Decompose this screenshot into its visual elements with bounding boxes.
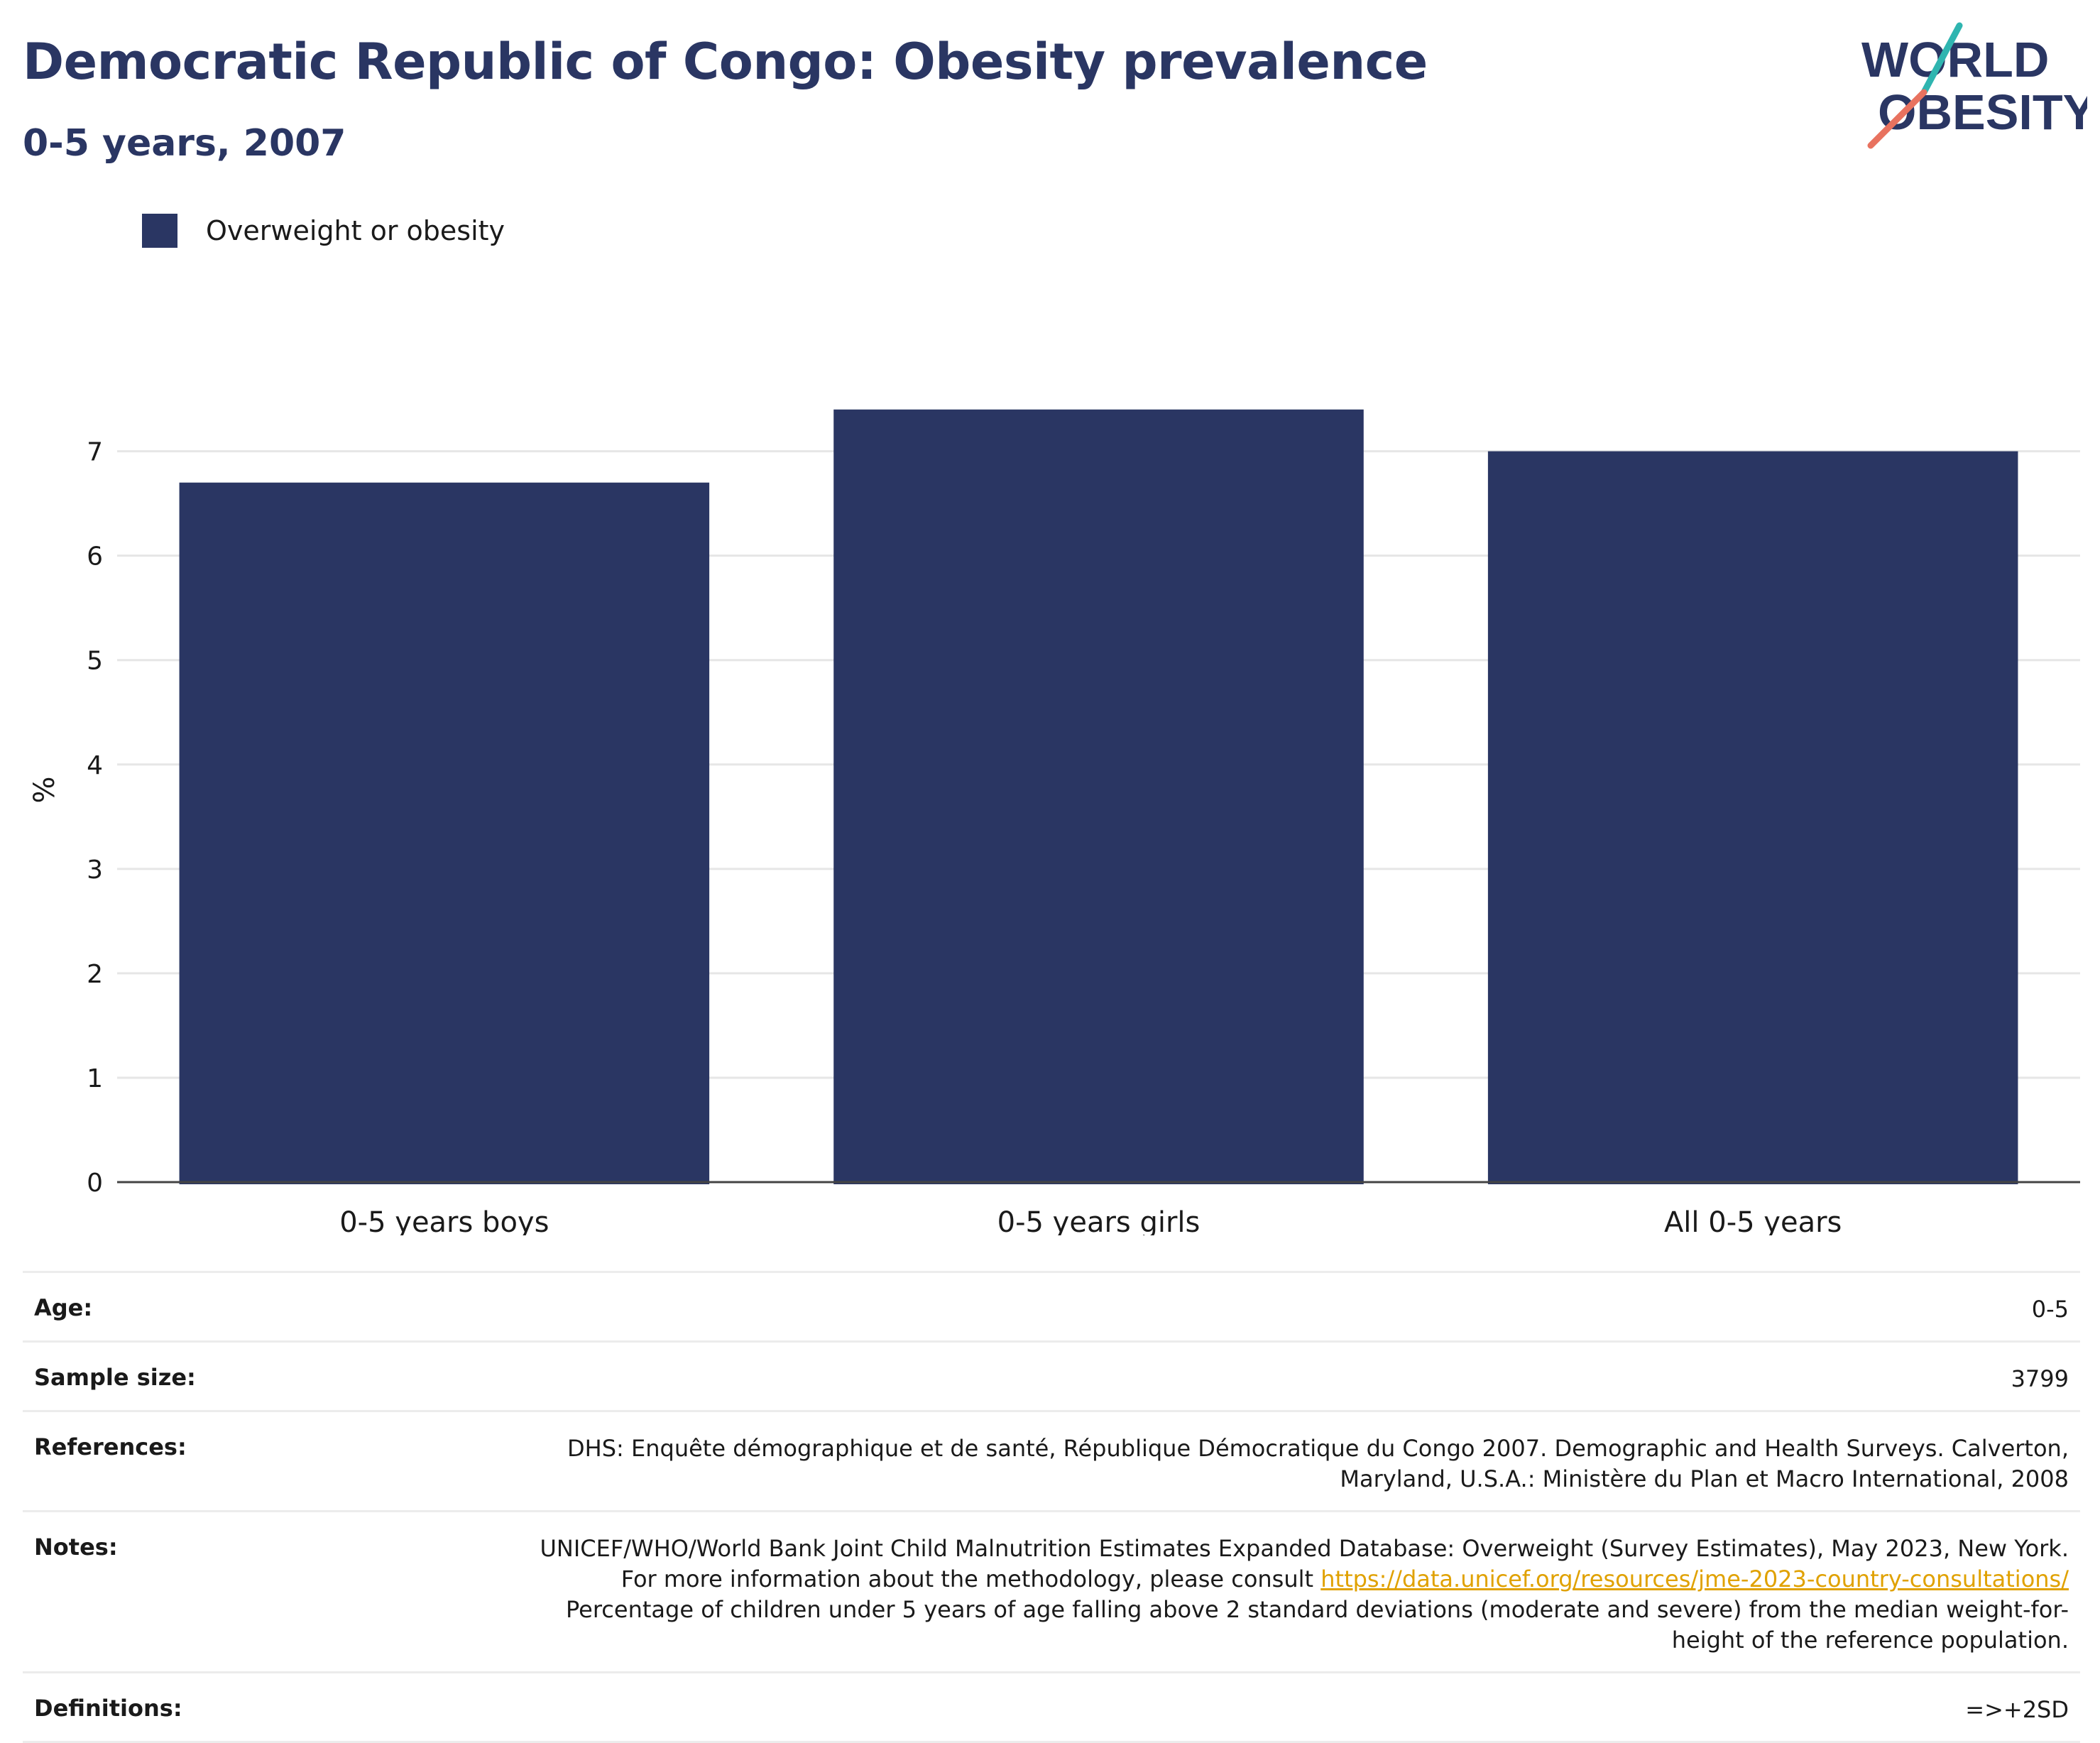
notes-text-before-link: UNICEF/WHO/World Bank Joint Child Malnut… xyxy=(540,1535,2069,1592)
y-tick-label: 6 xyxy=(87,542,103,572)
bar xyxy=(833,409,1364,1185)
legend-swatch xyxy=(142,214,177,248)
info-value-references: DHS: Enquête démographique et de santé, … xyxy=(567,1435,2069,1492)
x-tick-label: 0-5 years girls xyxy=(997,1206,1201,1235)
bar xyxy=(1487,451,2018,1184)
notes-text-after-link: Percentage of children under 5 years of … xyxy=(566,1596,2069,1654)
y-tick-label: 2 xyxy=(87,960,103,989)
chart-title: Democratic Republic of Congo: Obesity pr… xyxy=(23,33,1428,91)
bar xyxy=(179,482,710,1184)
notes-link[interactable]: https://data.unicef.org/resources/jme-20… xyxy=(1320,1566,2069,1592)
info-key-age: Age: xyxy=(34,1294,93,1321)
info-value-notes: UNICEF/WHO/World Bank Joint Child Malnut… xyxy=(507,1534,2069,1656)
legend: Overweight or obesity xyxy=(142,213,505,248)
x-tick-label: 0-5 years boys xyxy=(339,1206,549,1235)
logo-word-obesity: OBESITY xyxy=(1878,84,2087,140)
world-obesity-logo: WORLD OBESITY xyxy=(1861,22,2087,149)
logo-slash-coral xyxy=(1867,89,1927,149)
info-key-references: References: xyxy=(34,1433,187,1460)
y-tick-label: 5 xyxy=(87,647,103,676)
logo-word-world: WORLD xyxy=(1861,32,2049,87)
chart-subtitle: 0-5 years, 2007 xyxy=(23,122,346,165)
y-tick-label: 3 xyxy=(87,856,103,885)
info-value-sample-size: 3799 xyxy=(2011,1365,2069,1392)
info-key-notes: Notes: xyxy=(34,1534,118,1561)
y-axis-label: % xyxy=(28,776,61,803)
info-key-definitions: Definitions: xyxy=(34,1695,182,1722)
y-tick-label: 1 xyxy=(87,1064,103,1093)
info-row-sample-size: Sample size: 3799 xyxy=(23,1340,2080,1410)
y-tick-label: 0 xyxy=(87,1169,103,1198)
info-value-definitions: =>+2SD xyxy=(1965,1696,2069,1723)
info-row-definitions: Definitions: =>+2SD xyxy=(23,1671,2080,1743)
logo-slash-teal xyxy=(1920,22,1963,96)
bar-chart: 0 1 2 3 4 5 6 7% 0-5 years boys 0-5 years girls Al… xyxy=(28,409,2080,1235)
info-row-notes: Notes: UNICEF/WHO/World Bank Joint Child… xyxy=(23,1510,2080,1671)
legend-label: Overweight or obesity xyxy=(206,215,505,246)
x-tick-label: All 0-5 years xyxy=(1664,1206,1842,1235)
y-tick-label: 7 xyxy=(87,438,103,467)
info-table: Age: 0-5 Sample size: 3799 References: D… xyxy=(23,1271,2080,1743)
info-row-references: References: DHS: Enquête démographique e… xyxy=(23,1410,2080,1510)
info-value-age: 0-5 xyxy=(2031,1296,2069,1323)
info-row-age: Age: 0-5 xyxy=(23,1271,2080,1340)
y-tick-label: 4 xyxy=(87,751,103,780)
info-key-sample-size: Sample size: xyxy=(34,1364,196,1391)
